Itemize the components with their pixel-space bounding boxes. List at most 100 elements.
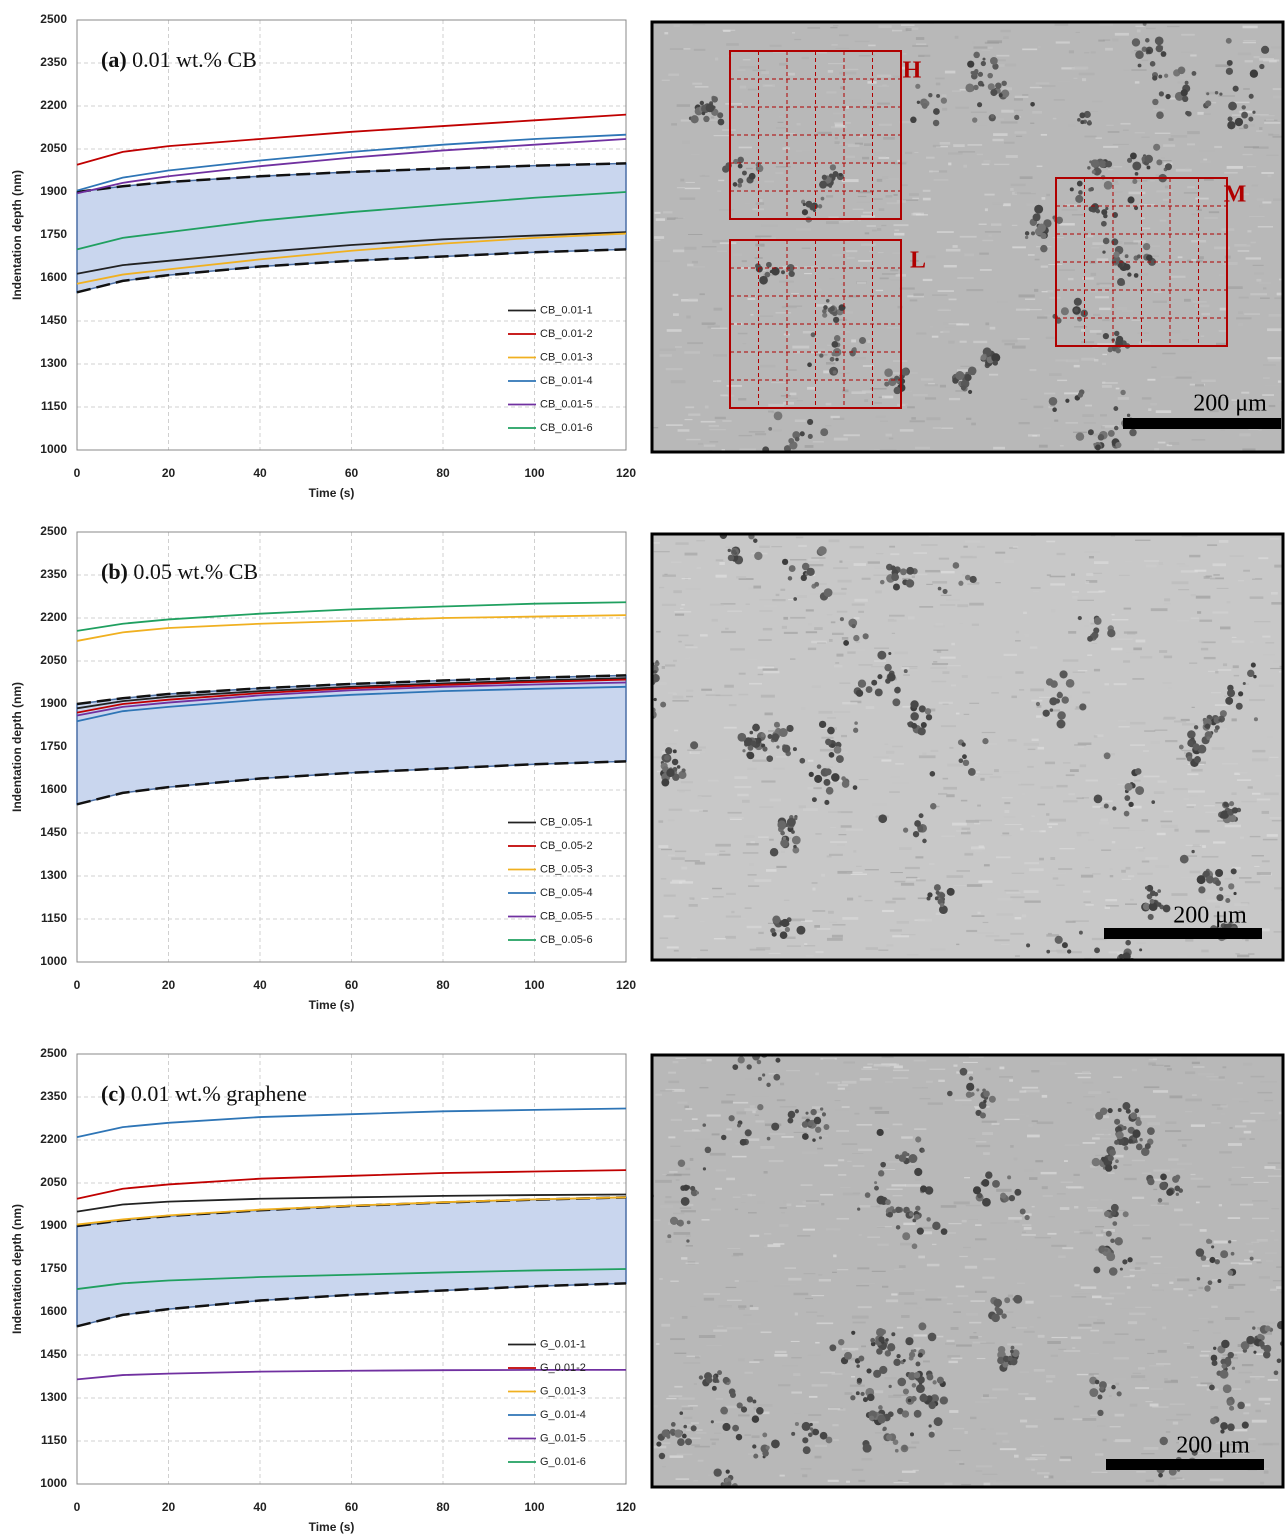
speckle: [1274, 1370, 1279, 1375]
texture: [670, 1338, 685, 1340]
speckle: [1097, 1410, 1103, 1416]
texture: [668, 820, 675, 821]
texture: [900, 429, 914, 431]
texture: [1181, 52, 1193, 53]
texture: [856, 201, 870, 203]
speckle: [1105, 207, 1108, 210]
speckle: [699, 1375, 703, 1379]
texture: [1189, 1289, 1197, 1290]
texture: [876, 416, 886, 418]
speckle: [1215, 91, 1218, 94]
speckle: [738, 1056, 745, 1063]
texture: [1022, 94, 1028, 96]
texture: [1123, 130, 1129, 131]
texture: [749, 863, 754, 866]
texture: [707, 251, 716, 253]
texture: [879, 124, 892, 126]
texture: [977, 546, 985, 548]
texture: [895, 881, 906, 883]
texture: [914, 152, 918, 153]
texture: [867, 225, 876, 226]
texture: [1136, 1471, 1145, 1473]
speckle: [1112, 806, 1116, 810]
texture: [1012, 873, 1025, 874]
texture: [1223, 1066, 1227, 1068]
speckle: [1100, 1247, 1105, 1252]
texture: [1132, 320, 1140, 321]
speckle: [1193, 743, 1200, 750]
texture: [1068, 793, 1074, 795]
texture: [871, 156, 886, 157]
speckle: [1127, 158, 1132, 163]
texture: [1204, 217, 1217, 219]
speckle: [728, 549, 731, 552]
speckle: [1078, 190, 1083, 195]
texture: [980, 778, 984, 781]
speckle: [877, 1129, 884, 1136]
texture: [1260, 297, 1270, 298]
texture: [1214, 1241, 1228, 1244]
texture: [814, 925, 820, 928]
texture: [1081, 341, 1094, 343]
texture: [1119, 726, 1130, 728]
texture: [1157, 833, 1166, 835]
speckle: [1225, 697, 1233, 705]
texture: [985, 322, 989, 325]
speckle: [792, 462, 795, 465]
texture: [960, 236, 977, 238]
texture: [1262, 860, 1270, 862]
speckle: [856, 690, 863, 697]
speckle: [866, 686, 873, 693]
texture: [678, 635, 689, 637]
texture: [1110, 1098, 1118, 1100]
texture: [653, 542, 660, 544]
texture: [854, 563, 866, 566]
texture: [695, 1446, 710, 1448]
speckle: [930, 803, 936, 809]
texture: [1273, 660, 1281, 663]
speckle: [926, 714, 932, 720]
texture: [1154, 1263, 1161, 1265]
speckle: [703, 116, 709, 122]
texture: [820, 1194, 833, 1196]
texture: [671, 1119, 682, 1121]
speckle: [1124, 811, 1130, 817]
speckle: [677, 1220, 684, 1227]
texture: [741, 1202, 745, 1203]
texture: [951, 1357, 962, 1359]
speckle: [1210, 1418, 1217, 1425]
texture: [956, 870, 970, 871]
texture: [1099, 822, 1109, 825]
texture: [979, 845, 984, 848]
speckle: [1125, 783, 1133, 791]
texture: [990, 1428, 994, 1430]
speckle: [706, 103, 715, 112]
texture: [1124, 631, 1137, 633]
texture: [1252, 758, 1268, 761]
texture: [828, 1230, 834, 1232]
speckle: [1216, 894, 1223, 901]
speckle: [1109, 1149, 1116, 1156]
texture: [869, 1107, 882, 1110]
texture: [982, 1277, 994, 1279]
x-tick-label: 20: [162, 466, 176, 480]
texture: [1219, 1076, 1225, 1078]
texture: [1239, 1101, 1249, 1102]
texture: [1021, 793, 1026, 796]
texture: [1113, 166, 1122, 167]
texture: [1243, 1120, 1256, 1122]
texture: [832, 254, 849, 257]
texture: [1243, 42, 1256, 43]
speckle: [858, 680, 866, 688]
texture: [1196, 1202, 1200, 1204]
speckle: [838, 1339, 844, 1345]
texture: [1158, 442, 1166, 444]
texture: [1211, 1122, 1220, 1124]
texture: [1078, 1077, 1091, 1079]
texture: [1176, 169, 1192, 172]
speckle: [1057, 711, 1066, 720]
texture: [756, 947, 770, 950]
texture: [791, 293, 799, 294]
speckle: [934, 1417, 943, 1426]
texture: [1137, 873, 1153, 875]
